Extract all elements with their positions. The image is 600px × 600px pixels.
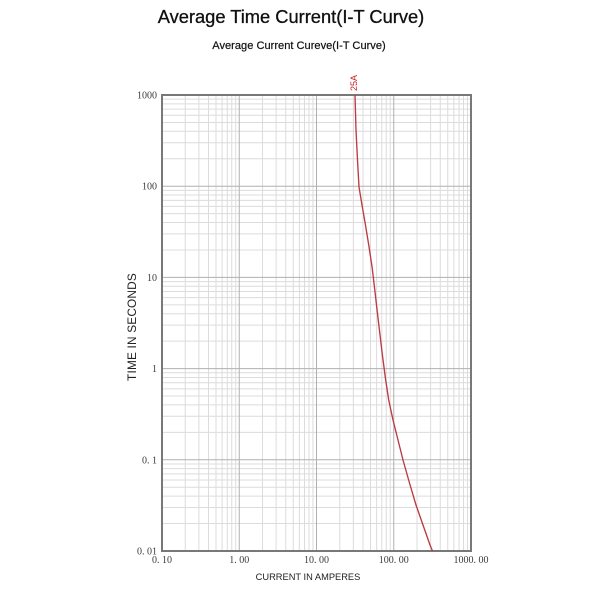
svg-text:CURRENT IN AMPERES: CURRENT IN AMPERES [256,572,361,582]
svg-text:25A: 25A [349,75,359,91]
svg-text:10. 00: 10. 00 [304,555,329,566]
svg-text:10: 10 [147,273,157,284]
svg-text:Average Current Cureve(I-T Cur: Average Current Cureve(I-T Curve) [212,40,385,52]
svg-text:1000: 1000 [137,91,157,102]
svg-text:Average Time Current(I-T Curve: Average Time Current(I-T Curve) [158,6,425,27]
svg-text:0. 1: 0. 1 [142,455,157,466]
svg-text:1000. 00: 1000. 00 [454,555,489,566]
svg-text:1. 00: 1. 00 [229,555,249,566]
svg-text:100. 00: 100. 00 [379,555,409,566]
svg-text:100: 100 [142,182,157,193]
svg-text:1: 1 [152,364,157,375]
svg-text:0. 10: 0. 10 [152,555,172,566]
svg-text:TIME IN SECONDS: TIME IN SECONDS [125,273,139,381]
svg-text:0. 01: 0. 01 [137,547,157,558]
